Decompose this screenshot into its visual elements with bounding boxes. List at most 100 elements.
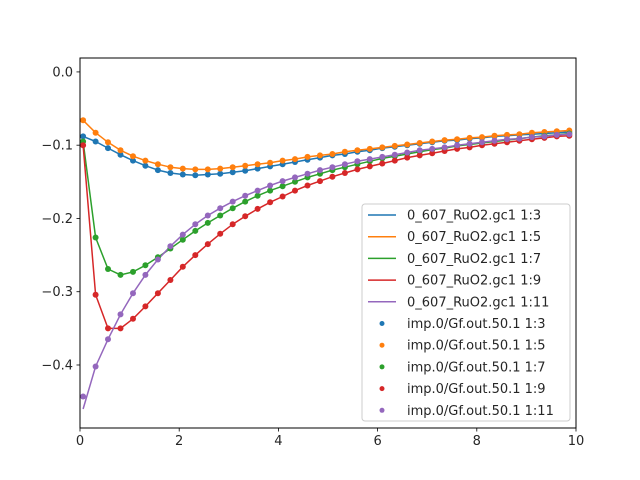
data-point-6-24 [379, 144, 386, 151]
data-point-7-16 [279, 183, 286, 190]
data-point-6-35 [516, 131, 523, 138]
data-point-5-10 [204, 171, 211, 178]
data-point-6-30 [454, 136, 461, 143]
plot-area [80, 117, 573, 410]
data-point-6-23 [366, 145, 373, 152]
data-point-8-2 [105, 325, 111, 332]
data-point-8-13 [242, 213, 249, 220]
data-point-9-3 [117, 311, 124, 318]
data-point-8-26 [404, 154, 411, 161]
data-point-9-2 [105, 336, 111, 343]
data-point-6-32 [479, 134, 485, 141]
data-point-5-0 [80, 133, 87, 140]
data-point-6-29 [441, 137, 448, 144]
axes-frame [79, 57, 577, 429]
data-point-9-37 [541, 133, 548, 140]
data-point-9-26 [404, 149, 411, 156]
data-point-6-14 [254, 161, 261, 168]
legend-item: imp.0/Gf.out.50.1 1:11 [379, 404, 554, 419]
data-point-8-8 [179, 263, 186, 270]
y-tick-label: −0.3 [41, 285, 73, 300]
data-point-9-19 [317, 167, 323, 174]
data-point-8-11 [217, 230, 224, 237]
data-point-9-9 [192, 221, 199, 228]
data-point-8-24 [379, 160, 386, 167]
data-point-7-12 [229, 205, 236, 212]
legend-label: 0_607_RuO2.gc1 1:3 [407, 209, 541, 224]
legend-label: imp.0/Gf.out.50.1 1:11 [407, 404, 554, 419]
y-tick-label: 0.0 [52, 65, 73, 80]
data-point-6-22 [354, 147, 361, 154]
data-point-7-11 [217, 212, 224, 219]
data-point-8-0 [80, 142, 87, 149]
data-point-8-17 [292, 187, 298, 194]
data-point-8-22 [354, 166, 361, 173]
series-line-4 [82, 133, 570, 410]
data-point-9-29 [441, 144, 448, 151]
series-line-1 [82, 119, 570, 171]
series-line-3 [82, 134, 570, 330]
data-point-5-11 [217, 170, 224, 177]
legend-item: 0_607_RuO2.gc1 1:11 [368, 295, 549, 310]
x-tick-label: 2 [175, 434, 183, 449]
data-point-6-10 [204, 166, 211, 173]
data-point-7-2 [105, 266, 111, 272]
data-point-8-3 [117, 325, 124, 332]
data-point-9-8 [179, 231, 186, 238]
data-point-8-1 [92, 291, 99, 298]
x-tick-label: 6 [373, 434, 381, 449]
data-point-9-1 [92, 363, 99, 370]
data-point-7-5 [142, 262, 149, 269]
x-tick-label: 8 [473, 434, 481, 449]
data-point-7-1 [92, 234, 99, 241]
data-point-7-14 [254, 192, 261, 199]
data-point-9-11 [217, 205, 224, 212]
data-point-6-12 [229, 164, 236, 171]
y-tick-label: −0.2 [41, 212, 73, 227]
legend-box [361, 203, 571, 422]
data-point-8-9 [192, 252, 199, 259]
data-point-6-31 [466, 134, 473, 141]
data-point-8-20 [329, 173, 336, 180]
data-point-6-2 [105, 139, 111, 146]
data-point-9-20 [329, 164, 336, 171]
y-tick-label: −0.1 [41, 139, 73, 154]
legend-item: 0_607_RuO2.gc1 1:3 [368, 209, 541, 224]
legend-item: imp.0/Gf.out.50.1 1:9 [379, 382, 546, 397]
data-point-9-16 [279, 178, 286, 185]
data-point-6-8 [179, 165, 186, 172]
data-point-9-21 [341, 161, 348, 168]
data-point-5-4 [130, 157, 136, 164]
data-point-8-28 [429, 150, 436, 157]
data-point-8-25 [391, 157, 398, 164]
data-point-6-13 [242, 162, 249, 169]
legend-label: imp.0/Gf.out.50.1 1:5 [407, 339, 546, 354]
data-point-9-39 [566, 131, 573, 138]
data-point-9-25 [391, 151, 398, 158]
legend-dot-swatch [379, 342, 385, 348]
legend-dot-swatch [379, 364, 385, 370]
data-point-6-11 [217, 165, 224, 172]
legend-dot-swatch [379, 321, 385, 326]
data-point-8-16 [279, 193, 286, 200]
data-point-6-18 [304, 153, 311, 160]
data-point-9-18 [304, 170, 311, 177]
data-point-6-34 [504, 131, 510, 138]
data-point-9-27 [416, 147, 423, 154]
data-point-5-14 [254, 165, 261, 172]
data-point-9-6 [154, 256, 161, 263]
data-point-7-9 [192, 227, 199, 234]
data-point-9-12 [229, 198, 236, 205]
data-point-9-23 [366, 156, 373, 163]
data-point-8-21 [341, 170, 348, 176]
data-point-8-6 [154, 290, 161, 297]
data-point-6-16 [279, 157, 286, 164]
data-point-9-0 [80, 393, 87, 400]
legend-item: 0_607_RuO2.gc1 1:5 [368, 230, 541, 245]
data-point-9-31 [466, 140, 473, 147]
data-point-9-36 [528, 134, 535, 141]
data-point-6-0 [80, 117, 87, 124]
data-point-9-33 [491, 137, 498, 144]
legend-item: imp.0/Gf.out.50.1 1:7 [379, 360, 546, 375]
